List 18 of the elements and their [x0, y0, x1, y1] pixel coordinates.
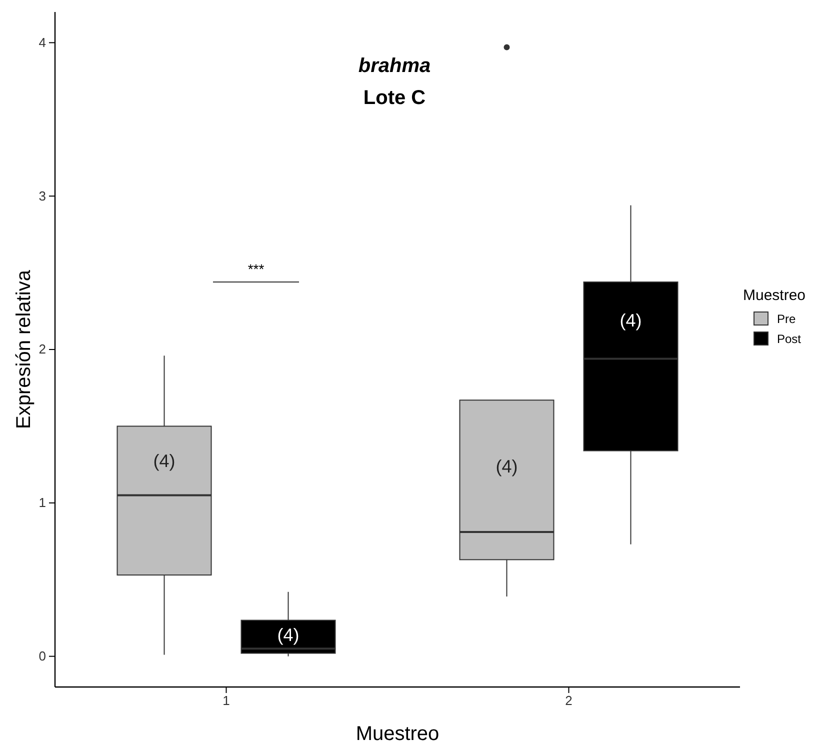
text: (4)	[620, 310, 642, 331]
text: (4)	[277, 624, 300, 645]
legend-title: Muestreo	[743, 287, 806, 304]
y-tick-label: 0	[38, 648, 46, 664]
y-tick-label: 1	[38, 495, 46, 510]
text: Lote C	[363, 87, 426, 109]
y-tick-label: 3	[38, 188, 46, 204]
y-axis-title: Expresión relativa	[13, 269, 35, 429]
x-axis-title: Muestreo	[356, 723, 440, 745]
significance-bracket: ***	[212, 261, 300, 282]
annotation: ***	[248, 261, 265, 277]
legend-label: Post	[777, 332, 802, 346]
text: (4)	[153, 451, 176, 472]
y-tick-label: 4	[38, 34, 46, 50]
text: brahma	[358, 55, 431, 77]
y-tick-label: 2	[38, 342, 46, 357]
legend-label: Pre	[777, 312, 796, 326]
text: (4)	[496, 456, 518, 476]
